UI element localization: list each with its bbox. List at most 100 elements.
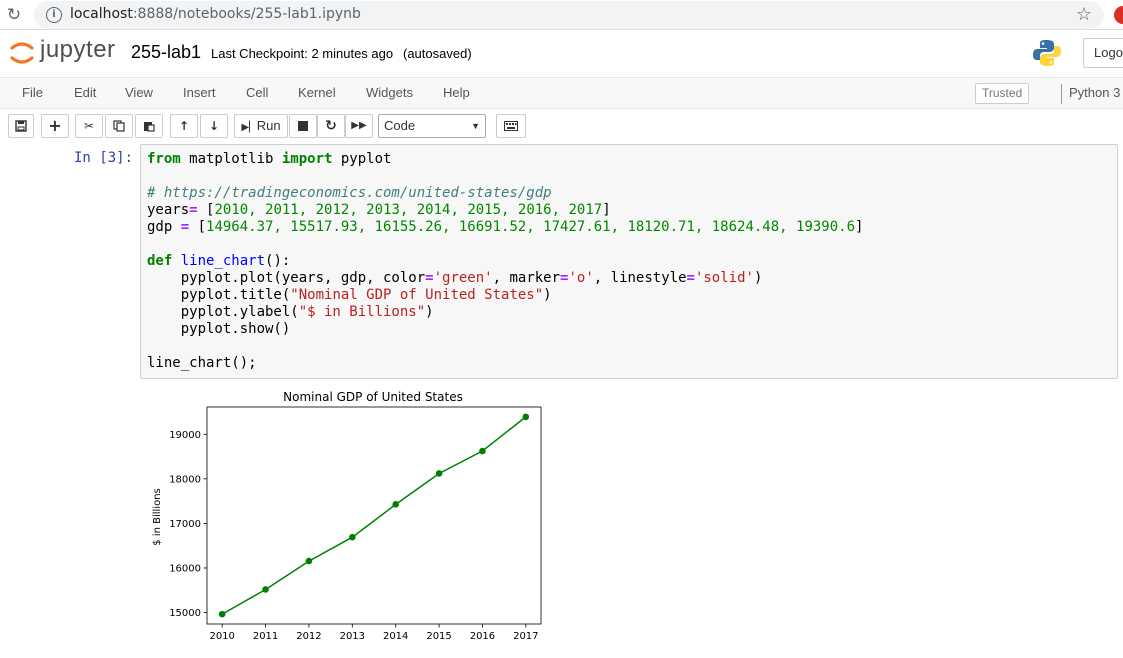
menu-widgets[interactable]: Widgets bbox=[366, 85, 413, 100]
logout-button[interactable]: Logout bbox=[1083, 38, 1123, 68]
x-tick-label: 2012 bbox=[296, 631, 321, 642]
notebook-toolbar: + ✂ ↑ ↓ ▶▏Run ↻ ▶▶ Code ▼ bbox=[0, 110, 1123, 144]
fast-forward-icon: ▶▶ bbox=[351, 120, 367, 131]
code-token: pyplot.title( bbox=[147, 287, 291, 303]
url-text[interactable]: localhost:8888/notebooks/255-lab1.ipynb bbox=[70, 6, 361, 22]
info-icon[interactable]: i bbox=[46, 7, 62, 23]
code-token: ) bbox=[543, 287, 552, 303]
code-token: line_chart(); bbox=[147, 355, 257, 371]
step-forward-icon: ▶▏ bbox=[241, 122, 257, 133]
x-tick-label: 2015 bbox=[426, 631, 451, 642]
menu-insert[interactable]: Insert bbox=[183, 85, 216, 100]
code-token: pyplot bbox=[332, 151, 392, 167]
restart-run-all-button[interactable]: ▶▶ bbox=[345, 114, 373, 138]
data-point bbox=[262, 586, 269, 593]
x-tick-label: 2011 bbox=[253, 631, 278, 642]
code-token: years bbox=[147, 202, 190, 218]
code-token: pyplot.show() bbox=[147, 321, 291, 337]
code-token: = bbox=[425, 270, 434, 286]
code-token: = bbox=[180, 219, 190, 235]
x-tick-label: 2014 bbox=[383, 631, 408, 642]
run-button[interactable]: ▶▏Run bbox=[234, 114, 288, 138]
browser-toolbar: ↻ i localhost:8888/notebooks/255-lab1.ip… bbox=[0, 0, 1123, 30]
move-down-button[interactable]: ↓ bbox=[200, 114, 228, 138]
restart-button[interactable]: ↻ bbox=[317, 114, 345, 138]
reload-icon[interactable]: ↻ bbox=[6, 5, 22, 25]
series-markers bbox=[218, 413, 530, 618]
arrow-down-icon: ↓ bbox=[208, 119, 220, 133]
code-token: line_chart bbox=[172, 253, 266, 269]
code-token: matplotlib bbox=[180, 151, 282, 167]
code-token: , marker bbox=[492, 270, 561, 286]
dropdown-caret-icon: ▼ bbox=[471, 121, 480, 131]
data-point bbox=[349, 533, 356, 541]
menubar: File Edit View Insert Cell Kernel Widget… bbox=[0, 77, 1123, 109]
code-token: gdp bbox=[147, 219, 181, 235]
python-logo-icon bbox=[1033, 40, 1061, 66]
y-tick-label: 17000 bbox=[169, 519, 201, 530]
code-token: from bbox=[147, 151, 181, 167]
kernel-indicator[interactable]: Python 3 bbox=[1069, 85, 1121, 100]
copy-button[interactable] bbox=[105, 114, 133, 138]
x-tick-label: 2013 bbox=[340, 631, 365, 642]
menu-file[interactable]: File bbox=[22, 85, 43, 100]
code-editor[interactable]: from matplotlib import pyplot # https://… bbox=[147, 151, 863, 372]
cell-type-value: Code bbox=[384, 118, 416, 133]
code-token: = bbox=[189, 202, 198, 218]
y-tick-label: 16000 bbox=[169, 563, 201, 574]
code-token: (): bbox=[265, 253, 291, 269]
arrow-up-icon: ↑ bbox=[178, 119, 190, 133]
command-palette-button[interactable] bbox=[496, 114, 526, 138]
x-axis: 2010 2011 2012 2013 2014 2015 2016 2017 bbox=[209, 624, 539, 642]
cut-button[interactable]: ✂ bbox=[75, 114, 103, 138]
y-tick-label: 18000 bbox=[169, 474, 201, 485]
plus-icon: + bbox=[48, 116, 62, 135]
menu-view[interactable]: View bbox=[125, 85, 153, 100]
code-token: def bbox=[147, 253, 173, 269]
code-token: ] bbox=[855, 219, 864, 235]
extension-icon[interactable] bbox=[1114, 6, 1123, 24]
notebook-name[interactable]: 255-lab1 bbox=[131, 42, 202, 62]
series-line-gdp bbox=[221, 416, 527, 615]
run-label: Run bbox=[256, 118, 281, 133]
code-token: pyplot.ylabel( bbox=[147, 304, 299, 320]
trusted-indicator[interactable]: Trusted bbox=[975, 83, 1030, 104]
data-point bbox=[218, 610, 226, 618]
y-tick-label: 15000 bbox=[169, 608, 201, 619]
menu-cell[interactable]: Cell bbox=[246, 85, 269, 100]
bookmark-star-icon[interactable]: ☆ bbox=[1075, 4, 1092, 25]
x-tick-label: 2017 bbox=[513, 631, 538, 642]
notebook-header: jupyter 255-lab1 Last Checkpoint: 2 minu… bbox=[0, 30, 1123, 76]
code-cell-input[interactable]: from matplotlib import pyplot # https://… bbox=[140, 144, 1118, 379]
paste-button[interactable] bbox=[135, 114, 163, 138]
code-token: = bbox=[560, 270, 569, 286]
code-token: 2010, 2011, 2012, 2013, 2014, 2015, 2016… bbox=[214, 202, 603, 218]
code-token: , linestyle bbox=[593, 270, 687, 286]
code-token: = bbox=[686, 270, 695, 286]
menu-edit[interactable]: Edit bbox=[74, 85, 97, 100]
chart-ylabel: $ in Billions bbox=[152, 488, 163, 545]
code-token: 'solid' bbox=[694, 270, 754, 286]
code-token: [ bbox=[189, 219, 207, 235]
data-point bbox=[392, 501, 399, 508]
address-bar[interactable]: i localhost:8888/notebooks/255-lab1.ipyn… bbox=[34, 1, 1104, 29]
x-tick-label: 2016 bbox=[470, 631, 495, 642]
menu-help[interactable]: Help bbox=[443, 85, 470, 100]
jupyter-logo-icon[interactable] bbox=[10, 39, 34, 67]
menu-kernel[interactable]: Kernel bbox=[298, 85, 336, 100]
save-button[interactable] bbox=[8, 114, 34, 138]
interrupt-button[interactable] bbox=[289, 114, 317, 138]
paste-icon bbox=[144, 122, 155, 132]
y-tick-label: 19000 bbox=[169, 430, 201, 441]
code-token: "Nominal GDP of United States" bbox=[290, 287, 544, 303]
move-up-button[interactable]: ↑ bbox=[170, 114, 198, 138]
chart-title: Nominal GDP of United States bbox=[283, 390, 463, 404]
insert-cell-button[interactable]: + bbox=[41, 114, 69, 138]
code-token: 'green' bbox=[433, 270, 493, 286]
url-host: localhost bbox=[70, 6, 133, 22]
cell-type-select[interactable]: Code ▼ bbox=[378, 114, 486, 138]
copy-icon bbox=[113, 120, 125, 132]
cell-prompt: In [3]: bbox=[74, 150, 134, 166]
jupyter-logo-text[interactable]: jupyter bbox=[40, 36, 116, 63]
output-line-chart: Nominal GDP of United States $ in Billio… bbox=[152, 390, 542, 642]
